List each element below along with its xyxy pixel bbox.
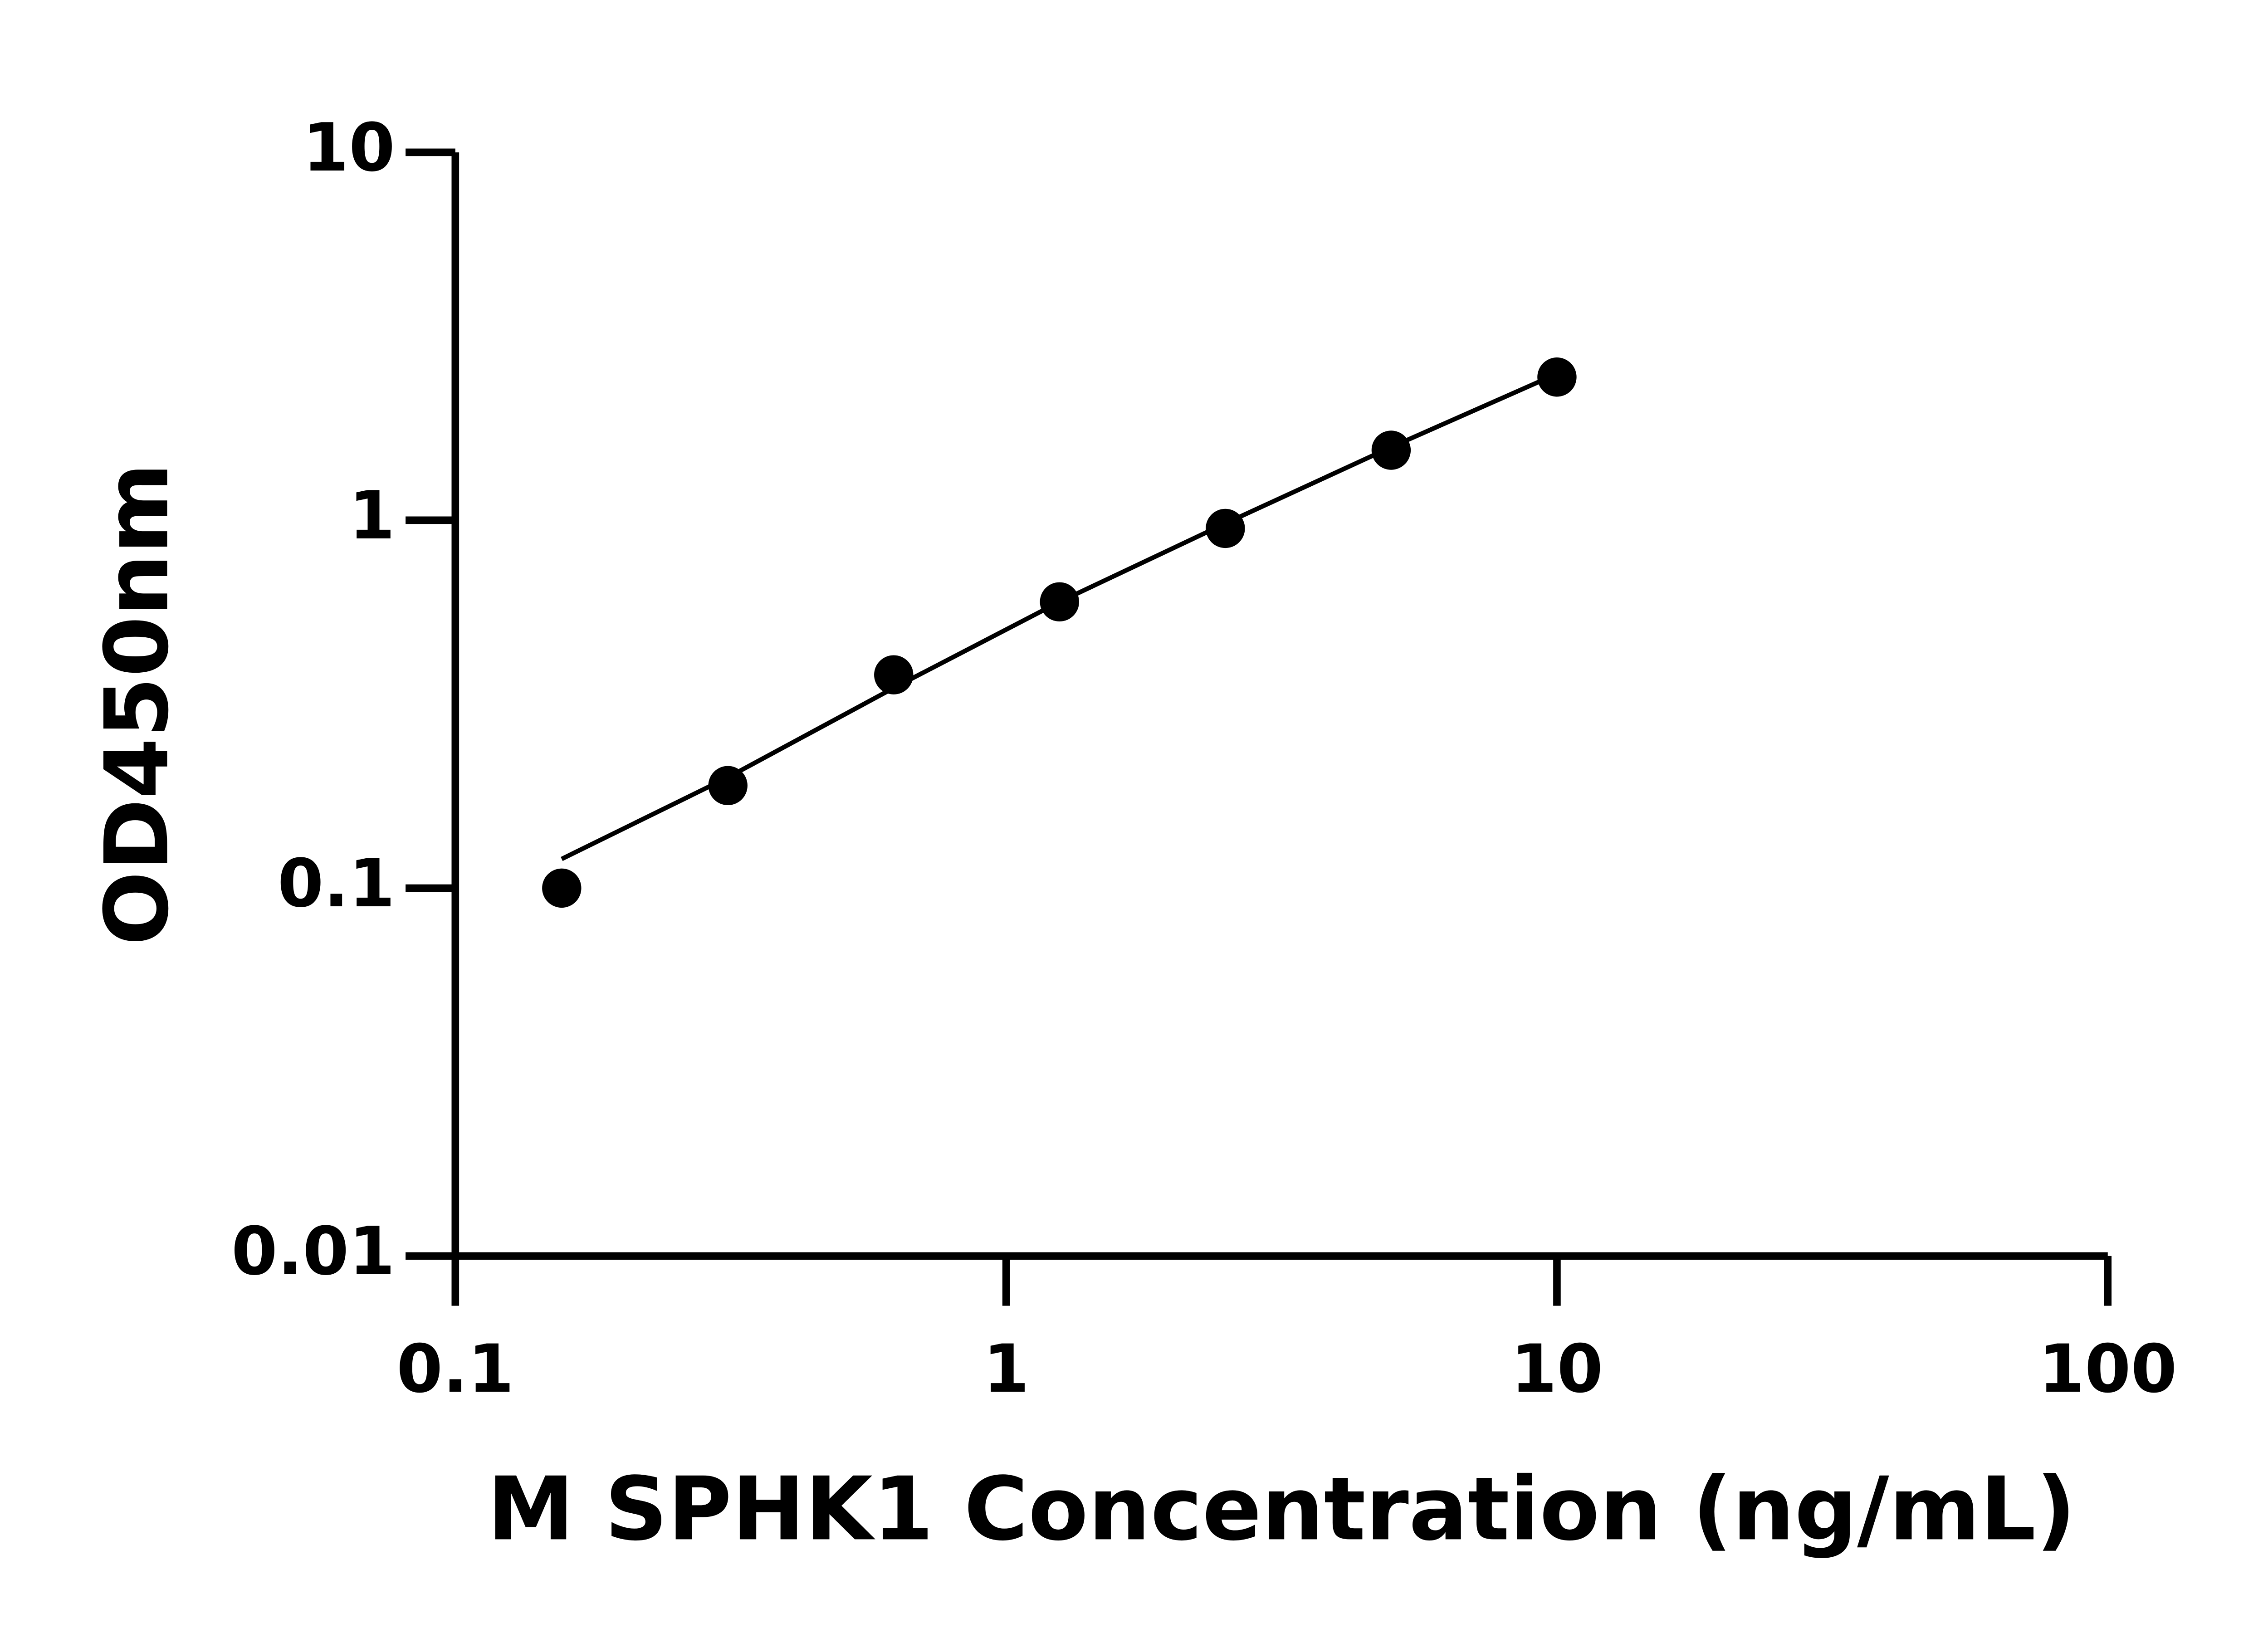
x-tick-label: 0.1 bbox=[396, 1330, 514, 1408]
y-tick-label: 0.1 bbox=[278, 845, 395, 922]
x-axis-title: M SPHK1 Concentration (ng/mL) bbox=[487, 1458, 2076, 1560]
data-point bbox=[1371, 430, 1411, 470]
fit-line bbox=[561, 372, 1558, 861]
y-tick-label: 0.01 bbox=[231, 1213, 395, 1290]
data-point bbox=[708, 766, 748, 806]
y-tick-label: 10 bbox=[303, 109, 395, 186]
data-point bbox=[1537, 357, 1577, 397]
data-point bbox=[542, 868, 582, 908]
y-axis-title: OD450nm bbox=[87, 463, 188, 945]
y-tick-label: 1 bbox=[349, 477, 395, 554]
x-tick-label: 10 bbox=[1511, 1330, 1603, 1408]
x-tick-label: 100 bbox=[2038, 1330, 2177, 1408]
x-tick-label: 1 bbox=[983, 1330, 1029, 1408]
